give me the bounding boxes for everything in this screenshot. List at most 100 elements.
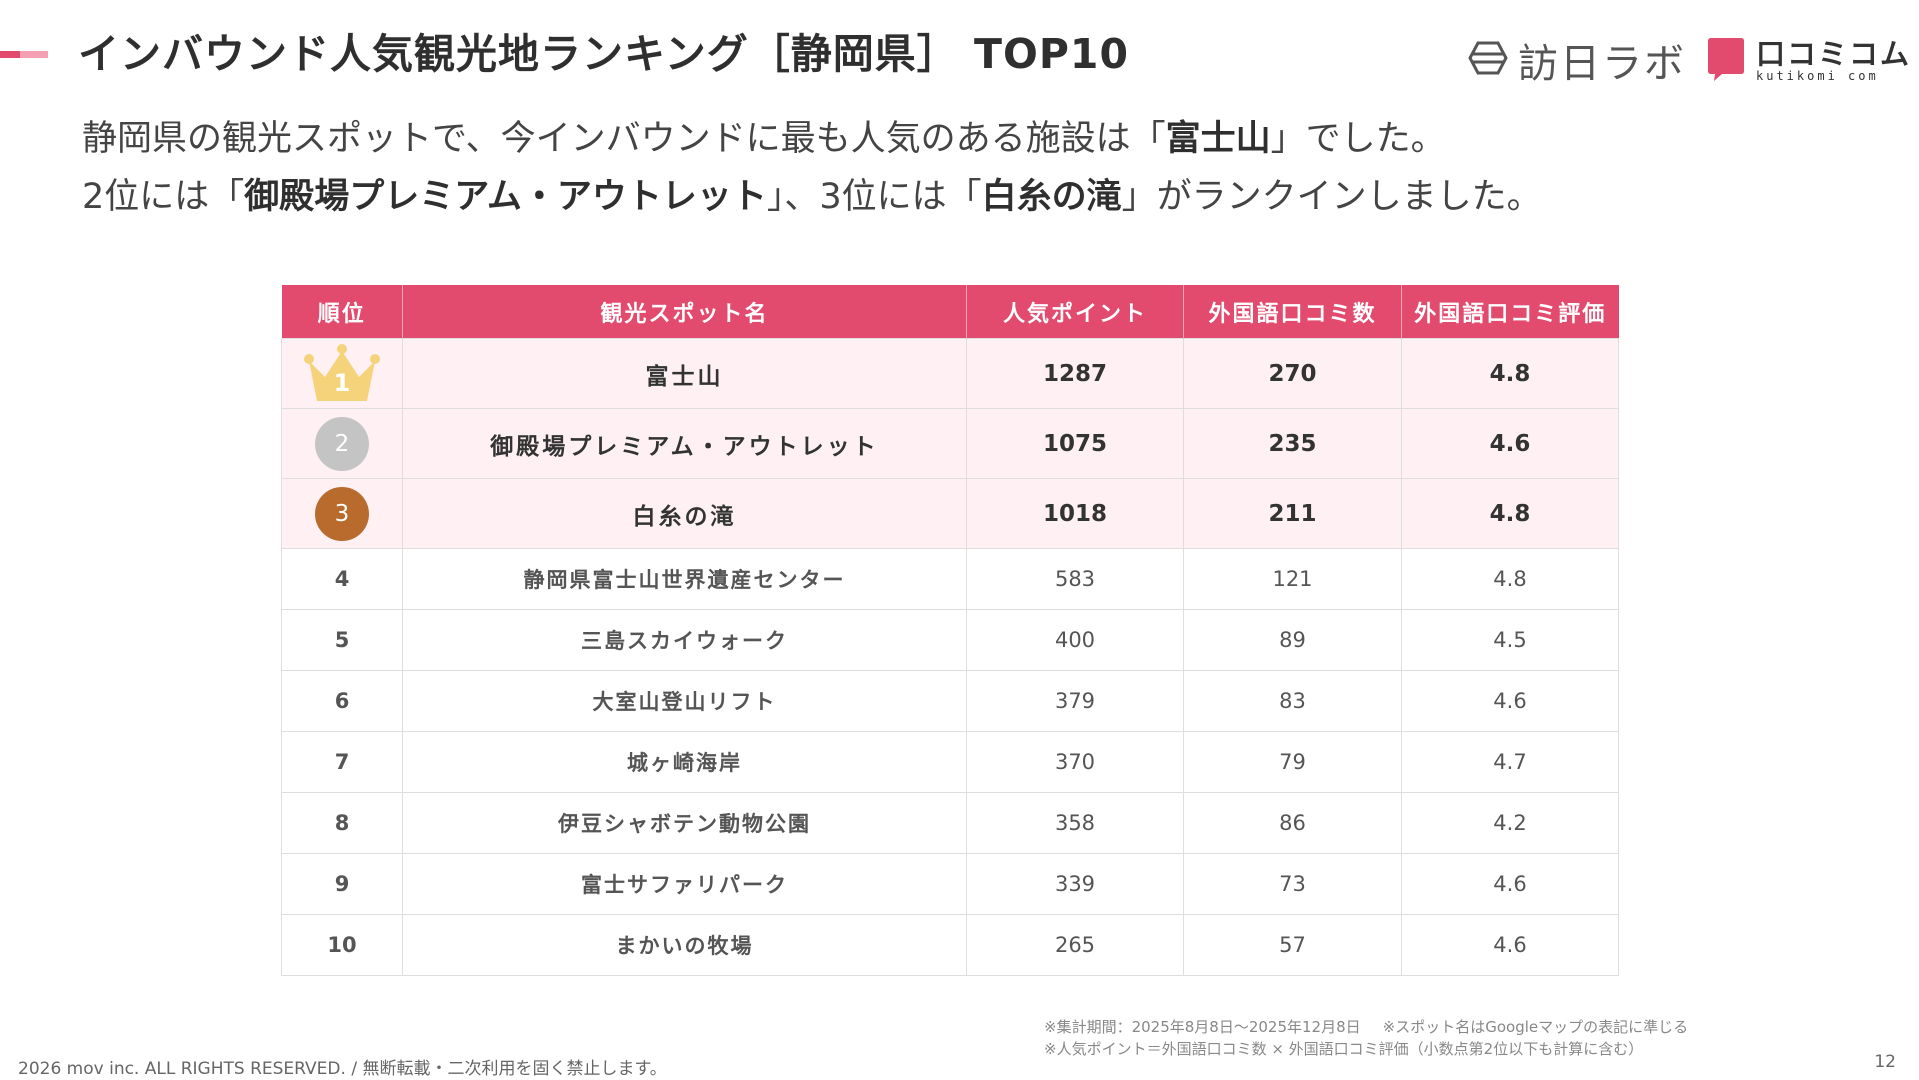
popularity-points: 400 [966,609,1184,671]
hexagon-logo-icon [1468,41,1508,79]
table-row: 6 大室山登山リフト 379 83 4.6 [281,670,1619,732]
houjin-lab-logo: 訪日ラボ [1468,34,1686,87]
table-row: 4 静岡県富士山世界遺産センター 583 121 4.8 [281,548,1619,610]
intro-line-2-text: 2位には「 [82,177,245,217]
crown-icon: 1 [303,343,381,405]
header-review-rating: 外国語口コミ評価 [1401,285,1619,339]
bronze-medal-icon: 3 [315,486,369,541]
intro-line-2: 2位には「御殿場プレミアム・アウトレット」、3位には「白糸の滝」がランクインしま… [82,168,1542,226]
rank-cell: 3 [281,478,403,549]
speech-bubble-logo-icon [1706,36,1746,86]
table-row: 8 伊豆シャボテン動物公園 358 86 4.2 [281,792,1619,854]
popularity-points: 583 [966,548,1184,610]
popularity-points: 1018 [966,478,1184,549]
intro-line-1: 静岡県の観光スポットで、今インバウンドに最も人気のある施設は「富士山」でした。 [82,110,1542,168]
review-rating: 4.8 [1401,478,1619,549]
review-rating: 4.6 [1401,914,1619,976]
table-row: 5 三島スカイウォーク 400 89 4.5 [281,609,1619,671]
page-title: インバウンド人気観光地ランキング［静岡県］ TOP10 [78,30,1129,78]
review-rating: 4.2 [1401,792,1619,854]
rank-number: 9 [281,853,403,915]
intro-line-2-mid: 」、3位には「 [766,177,982,217]
rank-number: 4 [281,548,403,610]
table-row: 3 白糸の滝 1018 211 4.8 [281,478,1619,549]
intro-line-1-text: 静岡県の観光スポットで、今インバウンドに最も人気のある施設は「 [82,119,1166,159]
review-rating: 4.7 [1401,731,1619,793]
review-count: 83 [1183,670,1402,732]
rank-number: 10 [281,914,403,976]
footnotes: ※集計期間：2025年8月8日〜2025年12月8日 ※スポット名はGoogleマ… [1044,1016,1688,1060]
spot-name: 富士山 [402,338,967,409]
table-row: 10 まかいの牧場 265 57 4.6 [281,914,1619,976]
popularity-points: 1075 [966,408,1184,479]
header-rank: 順位 [281,285,403,339]
page-number: 12 [1874,1052,1896,1072]
header-spot-name: 観光スポット名 [402,285,967,339]
review-count: 57 [1183,914,1402,976]
intro-text: 静岡県の観光スポットで、今インバウンドに最も人気のある施設は「富士山」でした。 … [82,110,1542,226]
popularity-points: 339 [966,853,1184,915]
review-rating: 4.6 [1401,408,1619,479]
footnote-points-formula: ※人気ポイント＝外国語口コミ数 × 外国語口コミ評価（小数点第2位以下も計算に含… [1044,1040,1644,1058]
intro-highlight-rank-3: 白糸の滝 [981,177,1122,217]
review-count: 270 [1183,338,1402,409]
rank-number: 1 [333,368,351,397]
spot-name: 御殿場プレミアム・アウトレット [402,408,967,479]
rank-number: 5 [281,609,403,671]
rank-cell: 1 [281,338,403,409]
table-row: 7 城ヶ崎海岸 370 79 4.7 [281,731,1619,793]
popularity-points: 265 [966,914,1184,976]
silver-medal-icon: 2 [315,416,369,471]
ranking-table: 順位 観光スポット名 人気ポイント 外国語口コミ数 外国語口コミ評価 [281,285,1619,976]
intro-highlight-rank-1: 富士山 [1165,119,1271,159]
review-count: 211 [1183,478,1402,549]
kutikomi-com-subtext: kutikomi com [1756,69,1879,84]
table-row: 2 御殿場プレミアム・アウトレット 1075 235 4.6 [281,408,1619,479]
review-rating: 4.6 [1401,670,1619,732]
spot-name: 三島スカイウォーク [402,609,967,671]
intro-highlight-rank-2: 御殿場プレミアム・アウトレット [244,177,767,217]
table-row: 1 富士山 1287 270 4.8 [281,338,1619,409]
rank-number: 6 [281,670,403,732]
review-count: 73 [1183,853,1402,915]
review-count: 121 [1183,548,1402,610]
popularity-points: 1287 [966,338,1184,409]
title-accent-bar [0,51,48,58]
review-count: 86 [1183,792,1402,854]
footnote-spot-name-source: ※スポット名はGoogleマップの表記に準じる [1382,1018,1689,1036]
header-review-count: 外国語口コミ数 [1183,285,1402,339]
review-count: 79 [1183,731,1402,793]
popularity-points: 379 [966,670,1184,732]
footnote-line-1: ※集計期間：2025年8月8日〜2025年12月8日 ※スポット名はGoogleマ… [1044,1016,1688,1038]
review-rating: 4.6 [1401,853,1619,915]
review-rating: 4.8 [1401,338,1619,409]
copyright-notice: 2026 mov inc. ALL RIGHTS RESERVED. / 無断転… [18,1059,667,1079]
rank-cell: 2 [281,408,403,479]
review-rating: 4.8 [1401,548,1619,610]
spot-name: 静岡県富士山世界遺産センター [402,548,967,610]
review-count: 89 [1183,609,1402,671]
review-rating: 4.5 [1401,609,1619,671]
review-count: 235 [1183,408,1402,479]
intro-line-1-end: 」でした。 [1270,119,1446,159]
spot-name: まかいの牧場 [402,914,967,976]
intro-line-2-end: 」がランクインしました。 [1121,177,1542,217]
spot-name: 大室山登山リフト [402,670,967,732]
table-row: 9 富士サファリパーク 339 73 4.6 [281,853,1619,915]
kutikomi-com-logo: 口コミコム kutikomi com [1706,36,1911,86]
kutikomi-com-wordmark: 口コミコム [1756,36,1912,71]
rank-number: 3 [334,500,350,527]
table-header-row: 順位 観光スポット名 人気ポイント 外国語口コミ数 外国語口コミ評価 [281,285,1619,339]
rank-number: 8 [281,792,403,854]
houjin-lab-wordmark: 訪日ラボ [1518,41,1686,87]
spot-name: 白糸の滝 [402,478,967,549]
spot-name: 伊豆シャボテン動物公園 [402,792,967,854]
spot-name: 富士サファリパーク [402,853,967,915]
popularity-points: 358 [966,792,1184,854]
popularity-points: 370 [966,731,1184,793]
header-popularity-points: 人気ポイント [966,285,1184,339]
rank-number: 7 [281,731,403,793]
rank-number: 2 [334,430,350,457]
footnote-period: ※集計期間：2025年8月8日〜2025年12月8日 [1044,1018,1361,1036]
spot-name: 城ヶ崎海岸 [402,731,967,793]
